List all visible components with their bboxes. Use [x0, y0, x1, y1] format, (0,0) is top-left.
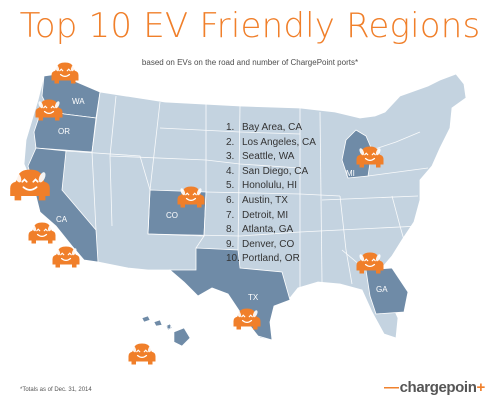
ranking-item: 2. Los Angeles, CA: [226, 136, 316, 151]
ranking-item: 4. San Diego, CA: [226, 165, 316, 180]
ranking-item: 6. Austin, TX: [226, 194, 316, 209]
rank-number: 2.: [226, 136, 235, 148]
ev-car-icon: [34, 98, 64, 122]
rank-region: Seattle, WA: [242, 151, 295, 163]
rank-number: 1.: [226, 122, 235, 133]
ranking-item: 10. Portland, OR: [226, 252, 316, 267]
ev-car-icon: [51, 245, 81, 269]
logo-plus: +: [476, 379, 485, 396]
ranking-item: 8. Atlanta, GA: [226, 223, 316, 238]
logo-wordmark: chargepoin: [399, 379, 477, 396]
rank-region: Detroit, MI: [242, 209, 289, 221]
state-ga: [365, 267, 409, 315]
ranking-list: 1. Bay Area, CA 2. Los Angeles, CA 3. Seatt…: [226, 121, 316, 267]
state-label-co: CO: [166, 211, 178, 220]
ev-car-icon: [50, 61, 80, 85]
state-label-wa: WA: [72, 97, 85, 106]
rank-region: Denver, CO: [242, 238, 295, 250]
ranking-item: 5. Honolulu, HI: [226, 179, 316, 194]
rank-region: Bay Area, CA: [242, 122, 303, 133]
rank-number: 9.: [226, 238, 235, 250]
state-label-ga: GA: [376, 285, 388, 294]
state-label-tx: TX: [248, 293, 259, 302]
rank-number: 3.: [226, 151, 235, 163]
ev-car-icon: [9, 168, 51, 202]
state-label-mi: MI: [346, 169, 355, 178]
logo-dash: —: [384, 379, 399, 396]
rank-number: 10.: [226, 253, 240, 265]
page-subtitle: based on EVs on the road and number of C…: [141, 58, 359, 67]
ev-car-icon: [127, 342, 157, 366]
rank-region: Portland, OR: [242, 253, 300, 265]
ev-car-icon: [355, 251, 385, 275]
ev-car-icon: [355, 145, 385, 169]
rank-number: 8.: [226, 224, 235, 236]
rank-region: Honolulu, HI: [242, 180, 298, 192]
state-label-hi: HI: [166, 325, 174, 334]
ranking-item: 9. Denver, CO: [226, 238, 316, 253]
footnote: *Totals as of Dec. 31, 2014: [20, 387, 92, 393]
rank-number: 5.: [226, 180, 235, 192]
rank-number: 7.: [226, 209, 235, 221]
state-borders: [65, 91, 429, 288]
rank-number: 4.: [226, 165, 235, 177]
page-title: Top 10 EV Friendly Regions: [19, 6, 481, 46]
state-label-or: OR: [58, 127, 70, 136]
ev-car-icon: [232, 307, 262, 331]
state-tx: [168, 247, 291, 341]
rank-region: Austin, TX: [242, 194, 288, 206]
ev-car-icon: [176, 185, 206, 209]
rank-region: San Diego, CA: [242, 165, 309, 177]
state-label-ca: CA: [56, 215, 68, 224]
rank-number: 6.: [226, 194, 235, 206]
rank-region: Los Angeles, CA: [242, 136, 316, 148]
state-hi: [141, 315, 191, 347]
ranking-item: 3. Seattle, WA: [226, 150, 316, 165]
chargepoint-logo: —chargepoin+: [384, 379, 485, 396]
rank-region: Atlanta, GA: [242, 224, 294, 236]
ranking-item: 7. Detroit, MI: [226, 209, 316, 224]
ranking-item: 1. Bay Area, CA: [226, 121, 316, 136]
ev-car-icon: [27, 221, 57, 245]
